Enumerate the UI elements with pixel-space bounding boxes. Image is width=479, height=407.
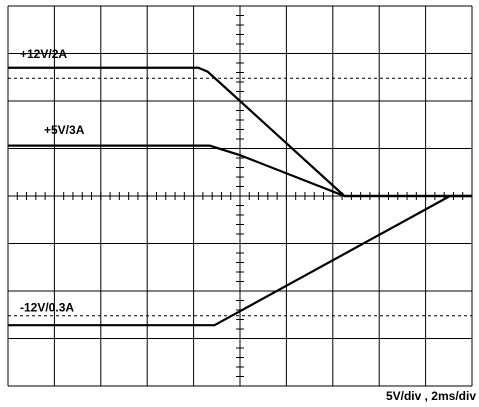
trace-label: -12V/0.3A [20,300,74,314]
scale-annotation: 5V/div , 2ms/div [386,389,476,403]
trace [8,144,472,198]
trace-label: +12V/2A [20,47,67,61]
trace [8,194,472,327]
trace-label: +5V/3A [44,123,85,137]
